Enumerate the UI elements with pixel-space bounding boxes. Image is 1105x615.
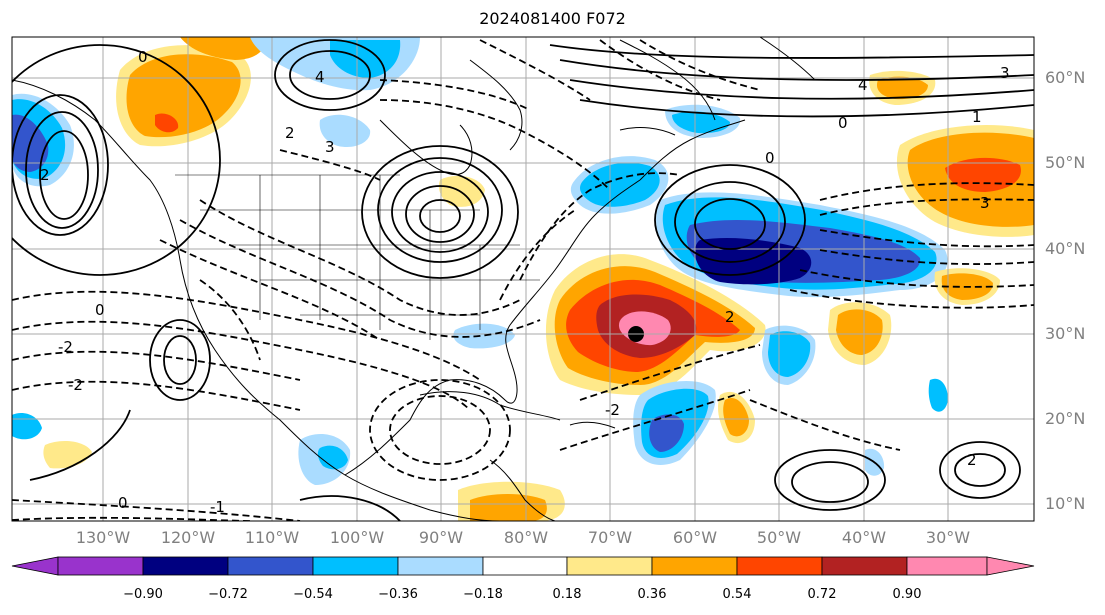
solid-contours [12,39,1034,521]
lon-label: 60°W [672,528,718,547]
colorbar-tick-label: 0.72 [807,587,837,602]
lat-label: 40°N [1045,239,1086,258]
colorbar-segment [142,556,229,576]
lon-label: 90°W [418,528,464,547]
colorbar-tick-label: −0.54 [293,587,333,602]
colorbar-segment [821,556,908,576]
map-title: 2024081400 F072 [479,9,626,28]
lon-label: 130°W [75,528,131,547]
contour-label: 2 [40,166,50,184]
colorbar-segment [651,556,738,576]
contour-label: -2 [68,376,83,394]
colorbar-segment [227,556,314,576]
colorbar-tick-label: 0.18 [552,587,582,602]
lon-label: 30°W [925,528,971,547]
contour-label: 0 [118,494,128,512]
lat-label: 30°N [1045,324,1086,343]
colorbar-segment [906,556,988,576]
colorbar-segment [566,556,653,576]
lat-label: 20°N [1045,409,1086,428]
contour-label: 3 [980,194,990,212]
colorbar-tick-label: 0.90 [892,587,922,602]
colorbar-upper-extension [986,556,1035,576]
colorbar-tick-label: 0.54 [722,587,752,602]
lon-label: 50°W [756,528,802,547]
colorbar [11,556,1035,576]
contour-label: 3 [1000,64,1010,82]
contour-label: 3 [325,138,335,156]
colorbar-tick-label: −0.18 [463,587,503,602]
contour-label: -2 [605,401,620,419]
state-borders [175,174,540,340]
shaded-fields [12,37,1034,521]
contour-label: -2 [58,338,73,356]
contour-label: 0 [95,301,105,319]
contour-label: 2 [285,124,295,142]
map-frame [11,36,1035,522]
colorbar-segment [57,556,144,576]
lon-label: 120°W [160,528,216,547]
contour-label: -1 [210,498,225,516]
colorbar-segment [736,556,823,576]
contour-label: 4 [858,76,868,94]
contour-label: 0 [838,114,848,132]
contour-label: 1 [972,108,982,126]
dashed-contours [12,39,1034,521]
lon-label: 110°W [244,528,300,547]
contour-label: 4 [315,68,325,86]
colorbar-segment [397,556,484,576]
lon-label: 100°W [329,528,385,547]
lon-label: 80°W [503,528,549,547]
lon-label: 70°W [587,528,633,547]
colorbar-tick-label: 0.36 [637,587,667,602]
colorbar-segment [312,556,399,576]
lat-label: 60°N [1045,68,1086,87]
colorbar-tick-label: −0.36 [378,587,418,602]
lon-label: 40°W [841,528,887,547]
colorbar-lower-extension [11,556,59,576]
contour-label: 0 [765,149,775,167]
contour-label: 2 [725,308,735,326]
lat-label: 50°N [1045,153,1086,172]
colorbar-segment [482,556,568,576]
contour-labels: 0 2 4 3 2 0 2 3 3 1 0 -2 -2 0 -1 -2 2 4 … [40,48,1010,516]
colorbar-tick-label: −0.90 [123,587,163,602]
colorbar-tick-label: −0.72 [208,587,248,602]
contour-label: 0 [138,48,148,66]
lat-label: 10°N [1045,494,1086,513]
contour-label: 2 [967,451,977,469]
